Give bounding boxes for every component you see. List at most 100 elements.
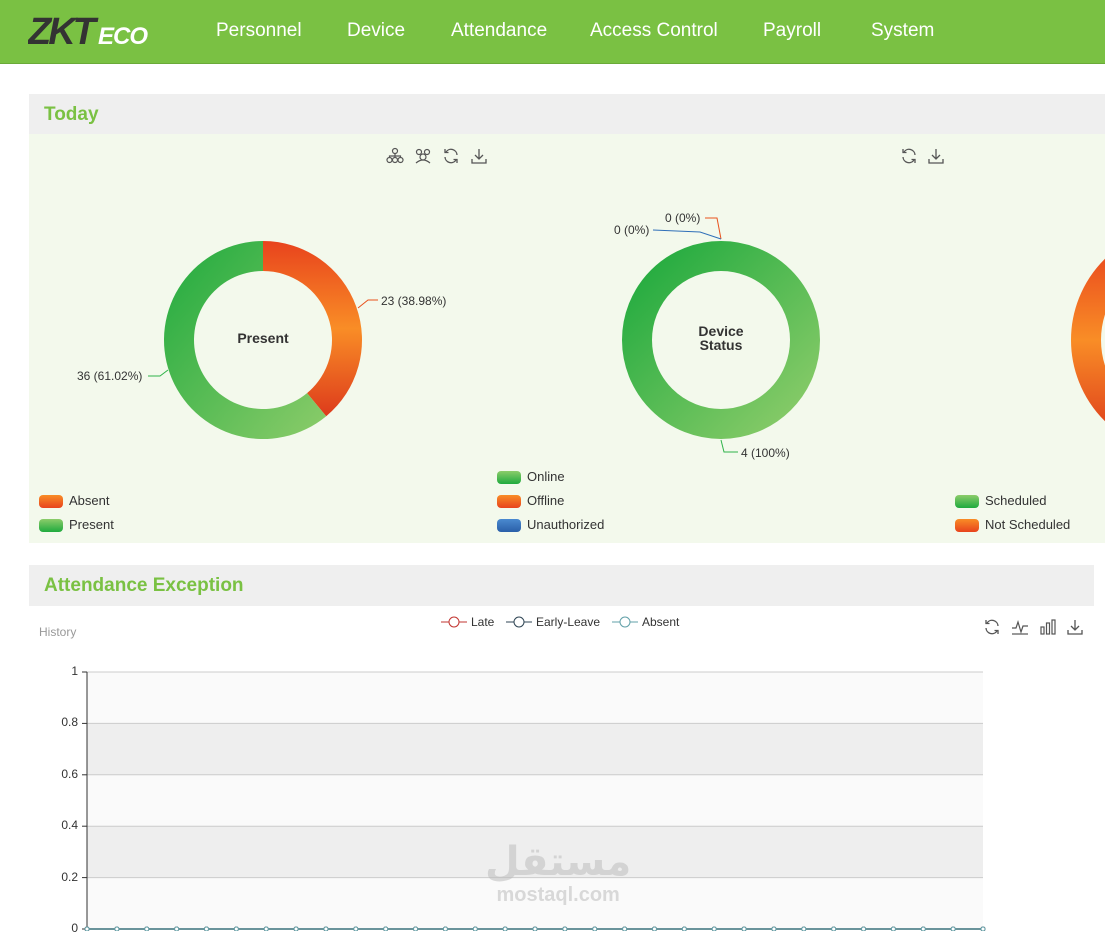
absent-leader-line <box>357 299 378 309</box>
online-leader-line <box>720 439 738 453</box>
data-point-absent[interactable] <box>532 926 538 931</box>
refresh-icon[interactable] <box>900 147 918 165</box>
legend-not-scheduled-swatch <box>955 519 979 532</box>
y-tick-label: 0.6 <box>61 766 78 781</box>
today-panel-header: Today <box>29 94 1105 134</box>
data-point-absent[interactable] <box>144 926 150 931</box>
y-tick-label: 0 <box>71 921 78 935</box>
legend-present-label: Present <box>69 517 114 532</box>
grid-band <box>87 774 983 827</box>
legend-scheduled-label: Scheduled <box>985 493 1047 508</box>
grid-band <box>87 723 983 775</box>
data-point-absent[interactable] <box>562 926 568 931</box>
data-point-absent[interactable] <box>233 926 239 931</box>
exception-title: Attendance Exception <box>44 575 244 596</box>
data-point-absent[interactable] <box>174 926 180 931</box>
svg-text:ZKT: ZKT <box>28 11 99 52</box>
data-point-absent[interactable] <box>502 926 508 931</box>
data-point-absent[interactable] <box>950 926 956 931</box>
history-label: History <box>39 625 77 639</box>
legend-present-swatch <box>39 519 63 532</box>
data-point-absent[interactable] <box>592 926 598 931</box>
nav-payroll[interactable]: Payroll <box>763 20 822 41</box>
data-point-absent[interactable] <box>681 926 687 931</box>
watermark-arabic: مستقل <box>485 839 632 885</box>
grid-band <box>87 672 983 724</box>
donut-slice-present[interactable] <box>164 241 327 439</box>
legend-late-icon <box>441 616 467 628</box>
nav-access-control[interactable]: Access Control <box>590 20 718 41</box>
download-icon[interactable] <box>927 147 945 165</box>
device-status-line1: Device <box>698 323 744 339</box>
nav-device[interactable]: Device <box>347 20 406 41</box>
refresh-icon[interactable] <box>983 618 1001 636</box>
data-point-absent[interactable] <box>890 926 896 931</box>
unauthorized-slice-label: 0 (0%) <box>614 223 650 237</box>
data-point-absent[interactable] <box>861 926 867 931</box>
download-icon[interactable] <box>1066 618 1084 636</box>
legend-late-label: Late <box>471 615 495 629</box>
exception-panel-header: Attendance Exception <box>29 565 1094 606</box>
data-point-absent[interactable] <box>383 926 389 931</box>
line-chart-icon[interactable] <box>1011 618 1029 636</box>
watermark-latin: mostaql.com <box>496 884 620 906</box>
legend-online-swatch <box>497 471 521 484</box>
y-tick-label: 0.8 <box>61 715 78 730</box>
data-point-absent[interactable] <box>263 926 269 931</box>
offline-leader-line <box>705 217 722 240</box>
today-charts <box>148 217 1105 453</box>
organization-tree-icon[interactable] <box>386 147 404 165</box>
y-tick-label: 1 <box>71 664 78 678</box>
nav-attendance[interactable]: Attendance <box>451 20 548 41</box>
today-panel-body <box>29 134 1105 543</box>
data-point-absent[interactable] <box>651 926 657 931</box>
data-point-absent[interactable] <box>353 926 359 931</box>
data-point-absent[interactable] <box>711 926 717 931</box>
legend-offline-label: Offline <box>527 493 565 508</box>
data-point-absent[interactable] <box>84 926 90 931</box>
data-point-absent[interactable] <box>771 926 777 931</box>
data-point-absent[interactable] <box>741 926 747 931</box>
data-point-absent[interactable] <box>442 926 448 931</box>
grid-band <box>87 826 983 878</box>
offline-slice-label: 0 (0%) <box>665 211 701 225</box>
present-leader-line <box>148 369 169 377</box>
data-point-absent[interactable] <box>980 926 986 931</box>
legend-early-leave-label: Early-Leave <box>536 615 601 629</box>
legend-unauthorized-swatch <box>497 519 521 532</box>
y-tick-label: 0.4 <box>61 818 78 833</box>
data-point-absent[interactable] <box>413 926 419 931</box>
data-point-absent[interactable] <box>920 926 926 931</box>
present-center-label: Present <box>237 330 289 346</box>
zkteco-logo[interactable]: ZKT ECO <box>28 10 168 52</box>
bar-chart-icon[interactable] <box>1039 618 1057 636</box>
data-point-absent[interactable] <box>801 926 807 931</box>
online-slice-label: 4 (100%) <box>741 446 790 460</box>
data-point-absent[interactable] <box>472 926 478 931</box>
nav-personnel[interactable]: Personnel <box>216 20 302 41</box>
data-point-absent[interactable] <box>114 926 120 931</box>
refresh-icon[interactable] <box>442 147 460 165</box>
unauthorized-leader-line <box>652 229 722 240</box>
legend-unauthorized-label: Unauthorized <box>527 517 605 532</box>
present-donut-chart <box>164 241 363 439</box>
download-icon[interactable] <box>470 147 488 165</box>
today-title: Today <box>44 104 99 125</box>
legend-absent-label: Absent <box>69 493 110 508</box>
donut-slice-absent[interactable] <box>263 241 363 417</box>
donut-slice-online[interactable] <box>622 241 820 439</box>
data-point-absent[interactable] <box>323 926 329 931</box>
group-users-icon[interactable] <box>414 147 432 165</box>
data-point-absent[interactable] <box>203 926 209 931</box>
absent-slice-label: 23 (38.98%) <box>381 294 447 308</box>
data-point-absent[interactable] <box>831 926 837 931</box>
legend-early-leave-icon <box>506 616 532 628</box>
legend-offline-swatch <box>497 495 521 508</box>
svg-text:ECO: ECO <box>98 23 148 50</box>
y-tick-label: 0.2 <box>61 869 78 884</box>
nav-system[interactable]: System <box>871 20 935 41</box>
data-point-absent[interactable] <box>293 926 299 931</box>
data-point-absent[interactable] <box>622 926 628 931</box>
legend-scheduled-swatch <box>955 495 979 508</box>
legend-not-scheduled-label: Not Scheduled <box>985 517 1071 532</box>
